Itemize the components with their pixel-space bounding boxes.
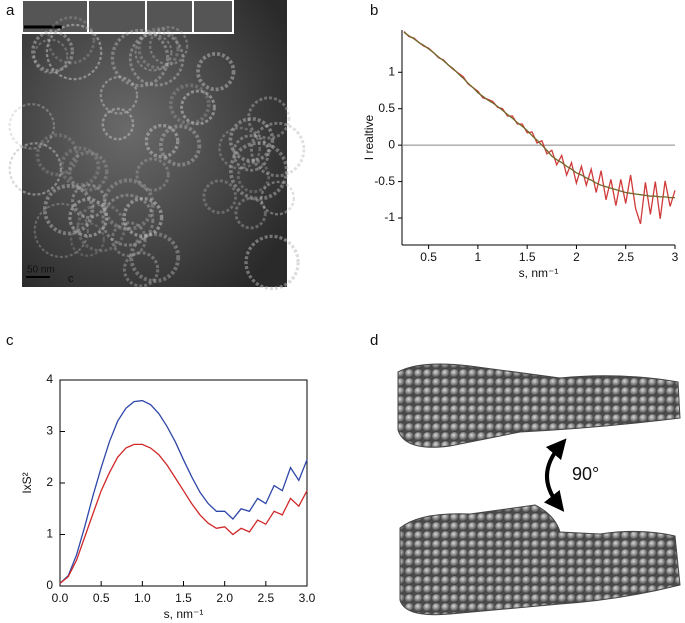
vesicle	[218, 126, 261, 170]
vesicle	[247, 96, 291, 140]
vesicle	[260, 180, 295, 216]
model-bottom	[399, 504, 681, 616]
panel-label: b	[370, 2, 378, 19]
x-tick-label: 3	[672, 250, 679, 264]
vesicle	[180, 89, 216, 126]
x-tick-label: 0.5	[420, 250, 437, 264]
x-tick-label: 1	[475, 250, 482, 264]
vesicle	[59, 146, 101, 188]
vesicle	[47, 16, 96, 65]
vesicle	[76, 202, 126, 253]
y-tick-label: 1	[388, 64, 395, 78]
vesicle	[168, 83, 211, 126]
vesicle	[128, 31, 185, 87]
panel-label: d	[370, 332, 378, 349]
micrograph	[8, 0, 306, 291]
vesicle	[101, 107, 135, 141]
y-tick-label: 1	[46, 527, 53, 541]
vesicle	[148, 26, 189, 66]
vesicle	[35, 133, 79, 177]
x-tick-label: 3.0	[299, 591, 316, 605]
x-axis-label: s, nm⁻¹	[519, 266, 559, 280]
vesicle	[68, 197, 109, 238]
vesicle	[42, 184, 95, 236]
y-tick-label: 0.5	[378, 101, 395, 115]
vesicle	[234, 197, 267, 230]
vesicle	[232, 134, 270, 172]
x-tick-label: 1.5	[175, 591, 192, 605]
micrograph-background	[22, 0, 287, 287]
y-tick-label: -1	[384, 210, 395, 224]
vesicle	[228, 117, 275, 163]
vesicle	[122, 251, 160, 288]
vesicle	[70, 221, 105, 257]
micrograph-mark: c	[68, 273, 74, 285]
vesicle	[99, 75, 139, 115]
vesicle	[8, 142, 63, 196]
panel-label: c	[6, 332, 14, 349]
data-line	[403, 31, 676, 225]
y-axis-label: IxS²	[20, 472, 34, 493]
vesicle	[71, 183, 107, 219]
y-tick-label: -0.5	[374, 174, 395, 188]
vesicle	[244, 234, 300, 291]
vesicle	[144, 123, 180, 159]
vesicle	[134, 33, 173, 72]
vesicle	[129, 232, 181, 283]
x-tick-label: 2.5	[617, 250, 634, 264]
x-tick-label: 1.5	[519, 250, 536, 264]
vesicle	[110, 221, 147, 258]
y-axis-label: I realtive	[362, 115, 376, 161]
vesicle	[67, 150, 109, 192]
vesicle	[196, 51, 236, 92]
vesicle	[236, 159, 271, 194]
vesicle	[110, 28, 170, 88]
y-tick-label: 4	[46, 372, 53, 386]
vesicle	[202, 179, 238, 215]
vesicle	[8, 103, 56, 150]
y-tick-label: 0	[388, 137, 395, 151]
data-line	[59, 443, 308, 584]
rotation-label: 90°	[572, 464, 599, 484]
vesicle	[101, 193, 155, 247]
model-top	[397, 363, 681, 448]
x-tick-label: 2.5	[257, 591, 274, 605]
y-tick-label: 3	[46, 424, 53, 438]
vesicle	[33, 38, 69, 75]
rotation-arrow	[543, 438, 567, 512]
vesicle	[31, 30, 74, 73]
y-tick-label: 2	[46, 475, 53, 489]
vesicle	[122, 196, 164, 238]
x-tick-label: 0.5	[93, 591, 110, 605]
panel-label: a	[6, 2, 15, 19]
vesicle	[45, 23, 103, 81]
x-tick-label: 2.0	[216, 591, 233, 605]
vesicle	[137, 27, 180, 70]
vesicle	[249, 121, 306, 178]
data-line	[59, 399, 308, 584]
vesicle	[158, 124, 202, 167]
scale-label: 50 nm	[27, 265, 55, 276]
x-tick-label: 0.0	[52, 591, 69, 605]
y-tick-label: 0	[46, 578, 53, 592]
x-tick-label: 1.0	[134, 591, 151, 605]
x-tick-label: 2	[573, 250, 580, 264]
vesicle	[33, 202, 89, 258]
vesicle	[135, 157, 170, 192]
x-axis-label: s, nm⁻¹	[164, 607, 204, 621]
vesicle	[229, 141, 289, 201]
data-line	[403, 31, 675, 199]
